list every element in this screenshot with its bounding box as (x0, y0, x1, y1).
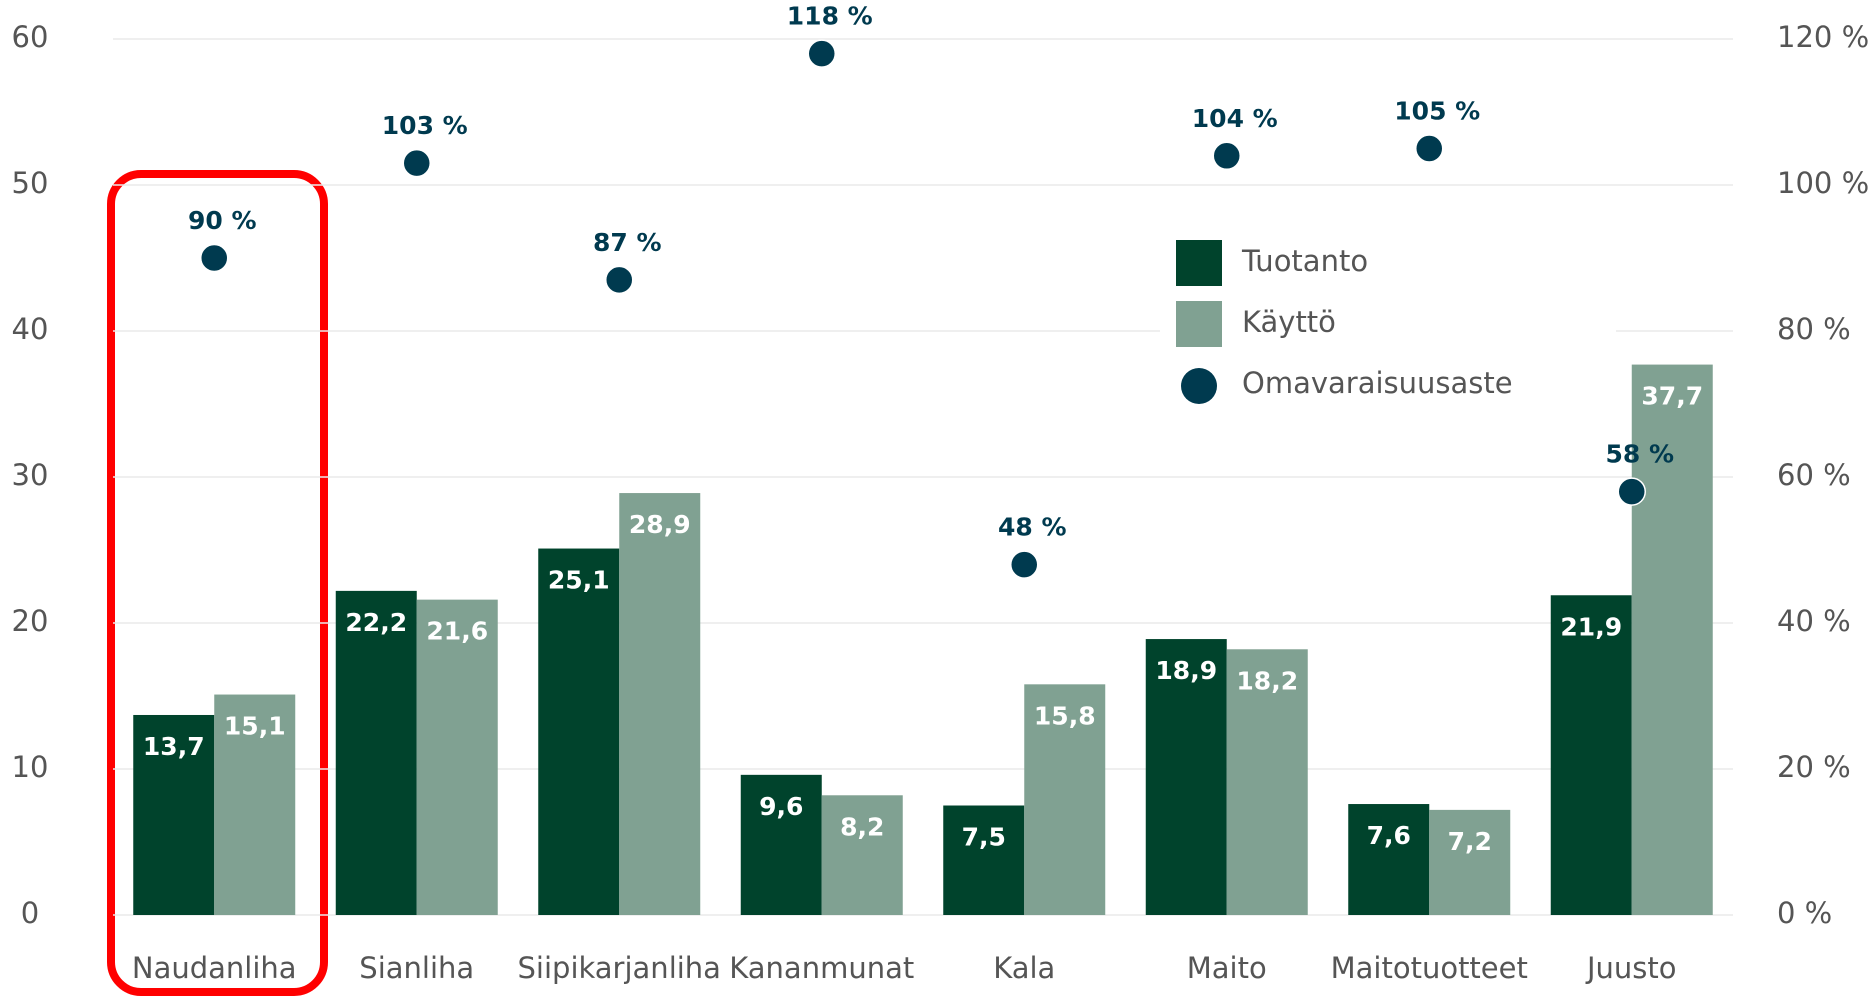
y2-tick-label: 100 % (1777, 166, 1868, 200)
legend-bg (1160, 225, 1616, 420)
y2-tick-label: 120 % (1777, 20, 1868, 54)
dot-label: 87 % (593, 228, 662, 257)
x-tick-label: Maito (1187, 951, 1267, 985)
legend-label: Tuotanto (1241, 244, 1368, 278)
bar-label: 21,9 (1560, 612, 1622, 641)
bar-label: 7,2 (1448, 827, 1492, 856)
bar (619, 493, 701, 915)
bar (821, 795, 903, 915)
highlight (107, 170, 328, 996)
legend-swatch (1176, 301, 1222, 347)
bar (214, 694, 296, 915)
y-tick-label: 60 (12, 20, 49, 54)
bar-label: 7,5 (962, 823, 1006, 852)
dot (1212, 141, 1241, 171)
bar-label: 25,1 (548, 566, 610, 595)
dot (1415, 134, 1444, 163)
dot-label: 58 % (1605, 440, 1674, 469)
x-tick-label: Naudanliha (132, 951, 297, 985)
bar (416, 599, 498, 915)
dot (605, 265, 634, 295)
dot (1617, 477, 1646, 506)
y-tick-label: 30 (12, 458, 49, 492)
bar (943, 805, 1025, 915)
x-tick-label: Kananmunat (729, 951, 914, 985)
dot-label: 104 % (1192, 104, 1278, 133)
bar (1226, 649, 1308, 915)
dot-label: 118 % (787, 2, 873, 31)
bar-label: 9,6 (759, 792, 803, 821)
bar-label: 21,6 (426, 617, 488, 646)
bar (1631, 364, 1713, 916)
dot-label: 103 % (382, 111, 468, 140)
dot-label: 48 % (998, 513, 1067, 542)
y-tick-label: 0 (21, 896, 39, 930)
bar-label: 37,7 (1641, 382, 1703, 411)
bar-label: 18,9 (1155, 656, 1217, 685)
dot (200, 243, 229, 273)
dot-label: 90 % (188, 206, 257, 235)
y-tick-label: 50 (12, 166, 49, 200)
x-tick-label: Sianliha (359, 951, 474, 985)
y2-tick-label: 40 % (1777, 604, 1851, 638)
y-tick-label: 20 (12, 604, 49, 638)
dot (1010, 550, 1039, 579)
legend-label: Käyttö (1242, 305, 1336, 339)
bar-label: 28,9 (629, 510, 691, 539)
bar (1550, 595, 1632, 915)
bar-label: 8,2 (840, 812, 884, 841)
bar-label: 15,1 (224, 712, 286, 741)
dot-label: 105 % (1394, 97, 1480, 126)
y2-tick-label: 0 % (1777, 896, 1832, 930)
legend-label: Omavaraisuusaste (1242, 366, 1513, 400)
y2-tick-label: 80 % (1777, 312, 1851, 346)
bar (740, 774, 822, 915)
bar (133, 714, 215, 915)
y-tick-label: 40 (12, 312, 49, 346)
x-tick-label: Juusto (1585, 951, 1677, 985)
y2-tick-label: 20 % (1777, 750, 1851, 784)
y2-tick-label: 60 % (1777, 458, 1851, 492)
y-tick-label: 10 (12, 750, 49, 784)
bar-label: 18,2 (1236, 666, 1298, 695)
x-tick-label: Kala (993, 951, 1055, 985)
bar (1429, 809, 1511, 915)
bar (1348, 804, 1430, 915)
bar-label: 7,6 (1367, 821, 1411, 850)
x-tick-label: Siipikarjanliha (518, 951, 721, 985)
legend-swatch (1176, 240, 1222, 286)
bar (335, 590, 417, 915)
bar (538, 548, 620, 915)
bar (1145, 639, 1227, 915)
bar-label: 13,7 (143, 732, 205, 761)
dot (402, 148, 431, 178)
dot (807, 39, 836, 68)
bar-label: 22,2 (345, 608, 407, 637)
x-tick-label: Maitotuotteet (1331, 951, 1528, 985)
bar-label: 15,8 (1034, 701, 1096, 730)
legend-swatch (1181, 368, 1217, 404)
bar (1024, 684, 1106, 915)
